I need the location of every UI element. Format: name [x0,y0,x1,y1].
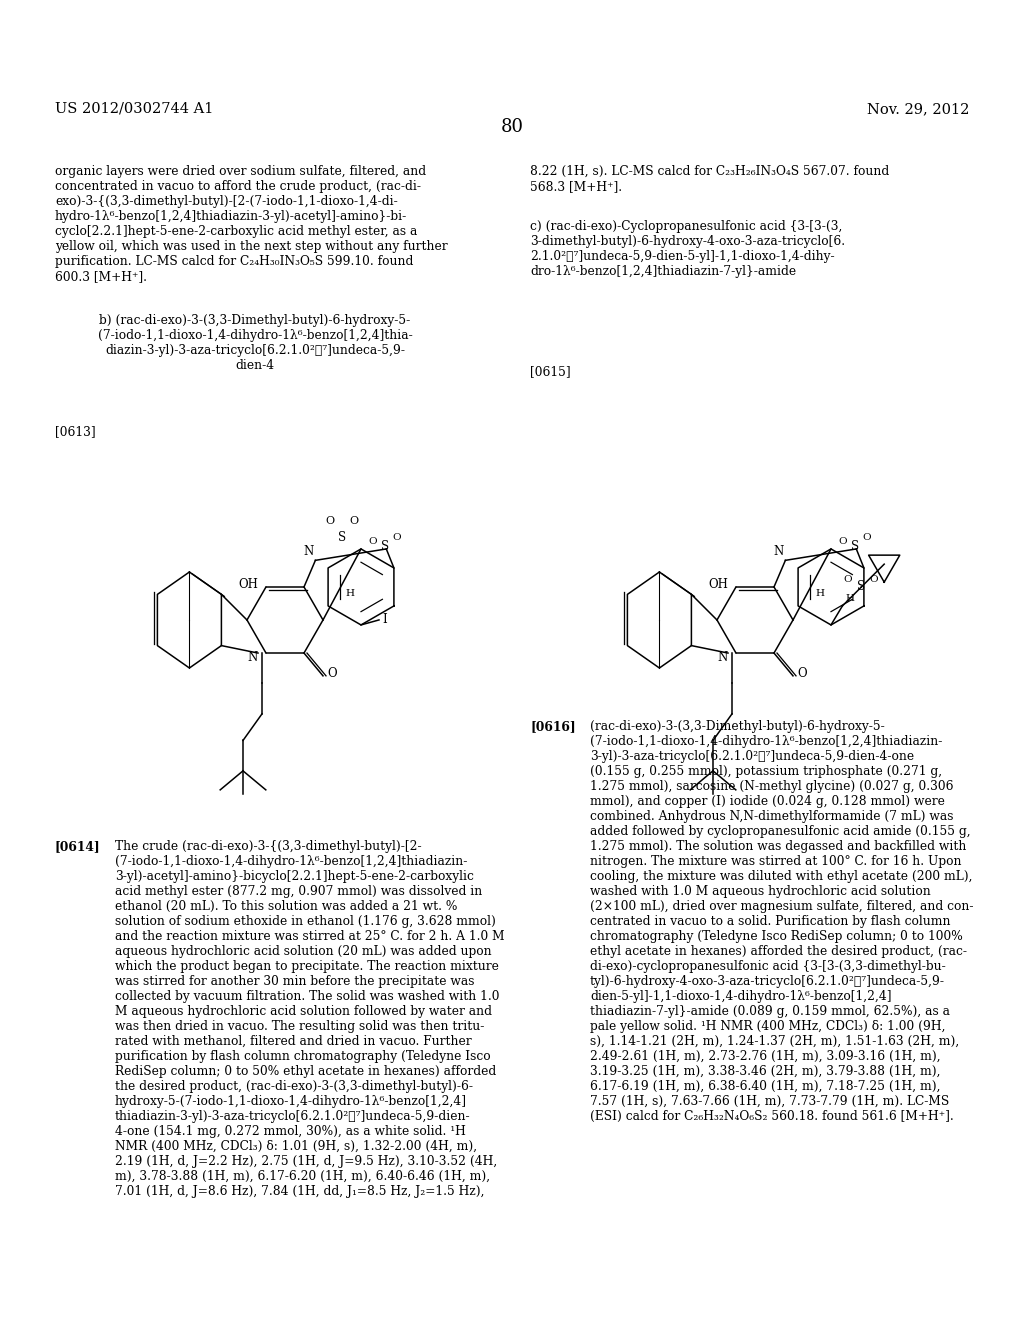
Text: S: S [381,540,389,553]
Text: [0615]: [0615] [530,366,570,378]
Text: O: O [797,668,807,681]
Text: organic layers were dried over sodium sulfate, filtered, and
concentrated in vac: organic layers were dried over sodium su… [55,165,447,282]
Text: N: N [248,651,258,664]
Text: S: S [338,531,346,544]
Text: 8.22 (1H, s). LC-MS calcd for C₂₃H₂₆IN₃O₄S 567.07. found
568.3 [M+H⁺].: 8.22 (1H, s). LC-MS calcd for C₂₃H₂₆IN₃O… [530,165,889,193]
Text: O: O [326,516,335,527]
Text: O: O [368,537,377,546]
Text: [0614]: [0614] [55,840,100,853]
Text: O: O [327,668,337,681]
Text: I: I [382,614,387,627]
Text: O: O [392,533,400,543]
Text: O: O [869,576,878,583]
Text: S: S [851,540,859,553]
Text: [0616]: [0616] [530,719,575,733]
Text: H: H [345,590,354,598]
Text: O: O [843,576,852,583]
Text: The crude (rac-di-exo)-3-{(3,3-dimethyl-butyl)-[2-
(7-iodo-1,1-dioxo-1,4-dihydro: The crude (rac-di-exo)-3-{(3,3-dimethyl-… [115,840,505,1199]
Text: 80: 80 [501,117,523,136]
Text: Nov. 29, 2012: Nov. 29, 2012 [866,102,969,116]
Text: O: O [838,537,847,546]
Text: [0613]: [0613] [55,425,95,438]
Text: OH: OH [239,578,258,591]
Text: US 2012/0302744 A1: US 2012/0302744 A1 [55,102,213,116]
Text: c) (rac-di-exo)-Cyclopropanesulfonic acid {3-[3-(3,
3-dimethyl-butyl)-6-hydroxy-: c) (rac-di-exo)-Cyclopropanesulfonic aci… [530,220,845,279]
Text: N: N [303,545,313,558]
Text: N: N [718,651,728,664]
Text: N: N [773,545,783,558]
Text: H: H [815,590,824,598]
Text: H: H [846,594,854,603]
Text: b) (rac-di-exo)-3-(3,3-Dimethyl-butyl)-6-hydroxy-5-
(7-iodo-1,1-dioxo-1,4-dihydr: b) (rac-di-exo)-3-(3,3-Dimethyl-butyl)-6… [97,314,413,372]
Text: OH: OH [709,578,728,591]
Text: O: O [349,516,358,527]
Text: (rac-di-exo)-3-(3,3-Dimethyl-butyl)-6-hydroxy-5-
(7-iodo-1,1-dioxo-1,4-dihydro-1: (rac-di-exo)-3-(3,3-Dimethyl-butyl)-6-hy… [590,719,974,1123]
Text: O: O [862,533,870,543]
Text: S: S [857,581,865,594]
